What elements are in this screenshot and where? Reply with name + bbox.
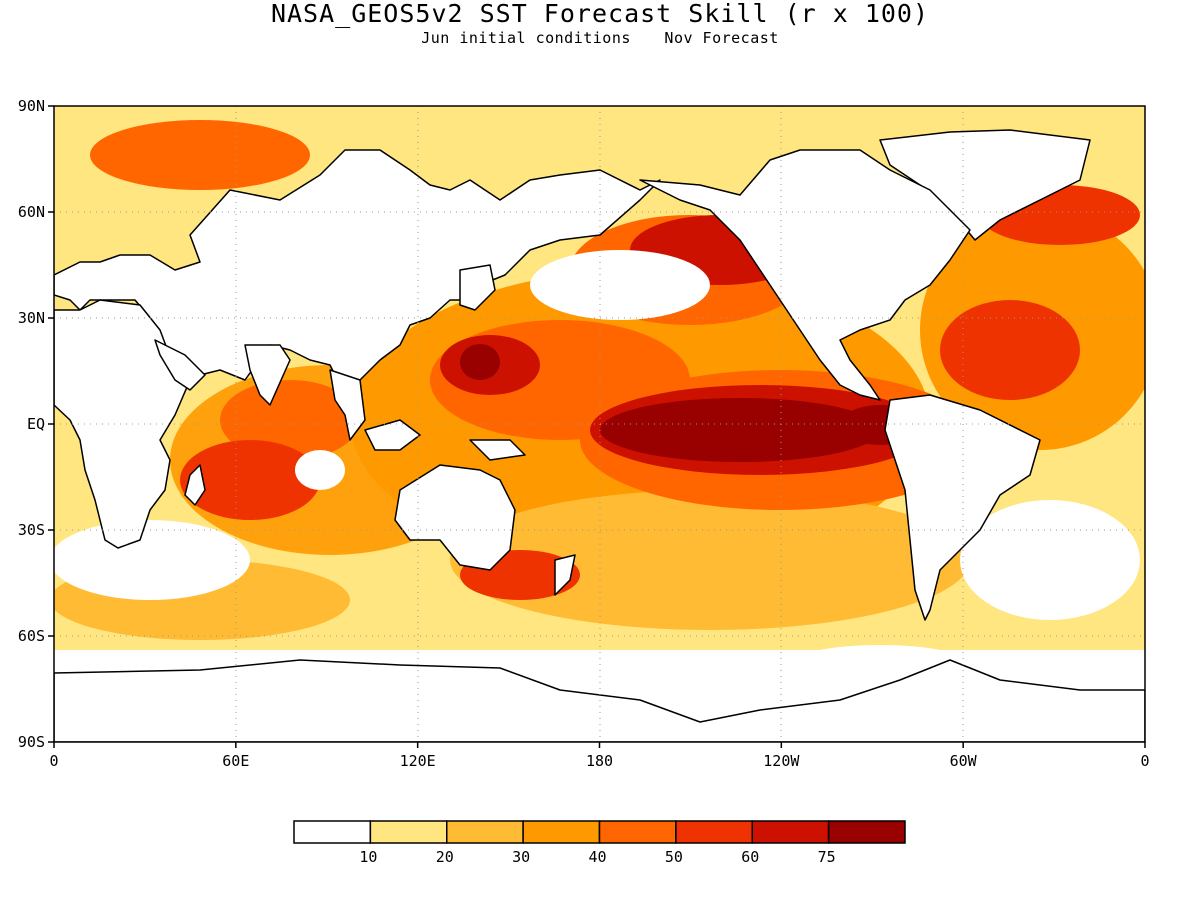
colorbar-swatch	[293, 820, 372, 844]
latitude-axis: 90N 60N 30N EQ 30S 60S 90S	[18, 97, 54, 751]
japan	[459, 264, 496, 311]
lat-tick-label: 90S	[18, 733, 45, 751]
north-america	[639, 149, 971, 401]
lon-tick-label: 60E	[222, 752, 249, 770]
colorbar-label: 20	[436, 848, 454, 866]
subtitle-forecast-month: Nov Forecast	[664, 29, 779, 47]
colorbar-label: 40	[588, 848, 606, 866]
new-zealand	[554, 554, 576, 596]
colorbar-label: 60	[741, 848, 759, 866]
africa-landmass	[54, 299, 191, 549]
south-america	[884, 394, 1041, 621]
map-title: NASA_GEOS5v2 SST Forecast Skill (r x 100…	[270, 0, 930, 28]
lat-tick-label: 60N	[18, 203, 45, 221]
colorbar-label: 10	[359, 848, 377, 866]
new-guinea	[469, 439, 526, 461]
map-subtitle: Jun initial conditions Nov Forecast	[0, 29, 1200, 47]
lon-tick-label: 0	[1140, 752, 1149, 770]
colorbar-swatch	[446, 820, 524, 844]
lat-tick-label: EQ	[27, 415, 45, 433]
colorbar-swatch	[598, 820, 677, 844]
colorbar-swatch	[369, 820, 448, 844]
colorbar-swatch	[675, 820, 753, 844]
colorbar-swatch	[827, 820, 906, 844]
arabia	[154, 339, 206, 391]
colorbar-swatch	[751, 820, 830, 844]
lon-tick-label: 180	[586, 752, 613, 770]
lon-tick-label: 60W	[950, 752, 978, 770]
australia	[394, 464, 516, 571]
indochina	[329, 369, 366, 441]
lon-tick-label: 120W	[763, 752, 800, 770]
colorbar-swatch	[522, 820, 601, 844]
grid-lines	[54, 106, 1145, 742]
colorbar: 10 20 30 40 50 60 75	[293, 820, 906, 866]
borneo-sumatra	[364, 419, 421, 451]
colorbar-label: 75	[818, 848, 836, 866]
lat-tick-label: 90N	[18, 97, 45, 115]
madagascar	[184, 464, 206, 506]
lat-tick-label: 30S	[18, 521, 45, 539]
lat-tick-label: 30N	[18, 309, 45, 327]
lon-tick-label: 120E	[400, 752, 436, 770]
lat-tick-label: 60S	[18, 627, 45, 645]
colorbar-label: 50	[665, 848, 683, 866]
antarctica	[54, 659, 1145, 742]
lon-tick-label: 0	[49, 752, 58, 770]
india	[244, 344, 291, 406]
colorbar-label: 30	[512, 848, 530, 866]
subtitle-initial-conditions: Jun initial conditions	[421, 29, 631, 47]
continents	[54, 129, 1145, 742]
longitude-axis: 0 60E 120E 180 120W 60W 0	[49, 742, 1150, 770]
